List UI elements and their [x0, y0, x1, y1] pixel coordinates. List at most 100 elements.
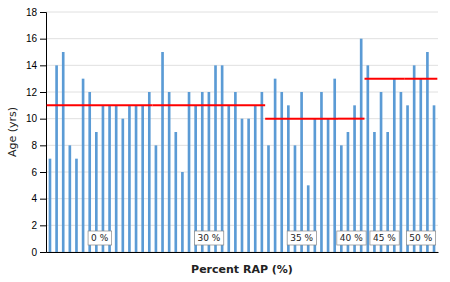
- y-tick-label: 12: [26, 87, 38, 98]
- label-box: [194, 231, 223, 245]
- y-tick-mark: [40, 252, 46, 253]
- y-tick: 0: [31, 247, 46, 258]
- grid-line: [46, 92, 438, 93]
- median-line: [153, 104, 266, 106]
- bar: [102, 105, 105, 252]
- bar: [320, 92, 323, 252]
- group-label: 50 %: [409, 233, 432, 243]
- x-axis-line: [47, 252, 439, 253]
- y-tick-label: 14: [26, 60, 38, 71]
- bar: [287, 105, 290, 252]
- bar: [141, 105, 144, 252]
- bar: [148, 92, 151, 252]
- bar: [155, 145, 158, 252]
- median-line: [365, 78, 405, 80]
- y-tick-mark: [40, 119, 46, 120]
- bar: [254, 105, 257, 252]
- bar: [380, 92, 383, 252]
- bar: [121, 119, 124, 252]
- bar: [393, 79, 396, 252]
- bar: [128, 105, 131, 252]
- y-tick-mark: [40, 225, 46, 226]
- bar: [135, 105, 138, 252]
- group-label-box: 40 %: [337, 231, 366, 245]
- group-label: 40 %: [340, 233, 363, 243]
- bar: [75, 159, 78, 252]
- group-label: 45 %: [373, 233, 396, 243]
- bar: [433, 105, 436, 252]
- bar: [227, 105, 230, 252]
- bar: [366, 65, 369, 252]
- bar: [115, 105, 118, 252]
- y-axis-line: [40, 13, 47, 253]
- group-label-box: 35 %: [287, 231, 316, 245]
- y-tick-label: 8: [31, 140, 37, 151]
- y-tick: 8: [31, 140, 46, 151]
- bar: [168, 92, 171, 252]
- plot: 0 2 4 6 8 10 12 14 16 18 0 % 30 % 35 % 40 % 45 % 50 %: [26, 7, 439, 258]
- y-tick-mark: [40, 172, 46, 173]
- grid-line: [46, 12, 438, 13]
- median-lines: [47, 79, 438, 119]
- label-box: [370, 231, 399, 245]
- bar: [241, 119, 244, 252]
- bar: [234, 92, 237, 252]
- bar: [108, 105, 111, 252]
- bar: [88, 92, 91, 252]
- bar: [261, 92, 264, 252]
- group-label: 35 %: [290, 233, 313, 243]
- bar: [214, 65, 217, 252]
- x-axis-title: Percent RAP (%): [191, 263, 293, 276]
- group-labels: 0 % 30 % 35 % 40 % 45 % 50 %: [88, 231, 436, 245]
- bar: [49, 159, 52, 252]
- y-axis: 0 2 4 6 8 10 12 14 16 18: [26, 7, 47, 258]
- label-box: [337, 231, 366, 245]
- y-tick: 14: [26, 60, 46, 71]
- bar: [247, 119, 250, 252]
- y-tick-mark: [40, 39, 46, 40]
- bar: [208, 92, 211, 252]
- y-tick-label: 6: [31, 167, 37, 178]
- bar: [188, 92, 191, 252]
- bar: [300, 92, 303, 252]
- label-box: [88, 231, 112, 245]
- bar: [221, 65, 224, 252]
- group-label: 30 %: [197, 233, 220, 243]
- bar: [333, 79, 336, 252]
- grid-line: [46, 38, 438, 39]
- marks: [47, 39, 438, 252]
- median-line: [265, 118, 338, 120]
- group-label: 0 %: [91, 233, 109, 243]
- y-tick: 10: [26, 113, 46, 124]
- y-tick-label: 10: [26, 113, 38, 124]
- bar: [400, 92, 403, 252]
- bars: [49, 39, 436, 252]
- chart: 0 2 4 6 8 10 12 14 16 18 0 % 30 % 35 % 40 % 45 % 50 % Ag…: [0, 0, 450, 282]
- group-label-box: 45 %: [370, 231, 399, 245]
- y-tick-label: 4: [31, 193, 37, 204]
- y-tick: 16: [26, 33, 46, 44]
- y-tick: 6: [31, 167, 46, 178]
- y-tick-label: 18: [26, 7, 38, 18]
- grid-line: [46, 65, 438, 66]
- bar: [267, 145, 270, 252]
- y-tick-label: 2: [31, 220, 37, 231]
- y-tick-mark: [40, 199, 46, 200]
- bar: [280, 92, 283, 252]
- bar: [62, 52, 65, 252]
- y-tick-mark: [40, 145, 46, 146]
- x-axis: [47, 252, 439, 253]
- bar: [194, 105, 197, 252]
- y-axis-title: Age (yrs): [6, 107, 19, 157]
- bar: [69, 145, 72, 252]
- bar: [406, 105, 409, 252]
- bar: [413, 65, 416, 252]
- bar: [419, 79, 422, 252]
- bar: [353, 105, 356, 252]
- group-label-box: 50 %: [406, 231, 435, 245]
- y-tick: 2: [31, 220, 46, 231]
- grid: [46, 12, 438, 252]
- label-box: [287, 231, 316, 245]
- median-line: [404, 78, 437, 80]
- y-tick-label: 16: [26, 33, 38, 44]
